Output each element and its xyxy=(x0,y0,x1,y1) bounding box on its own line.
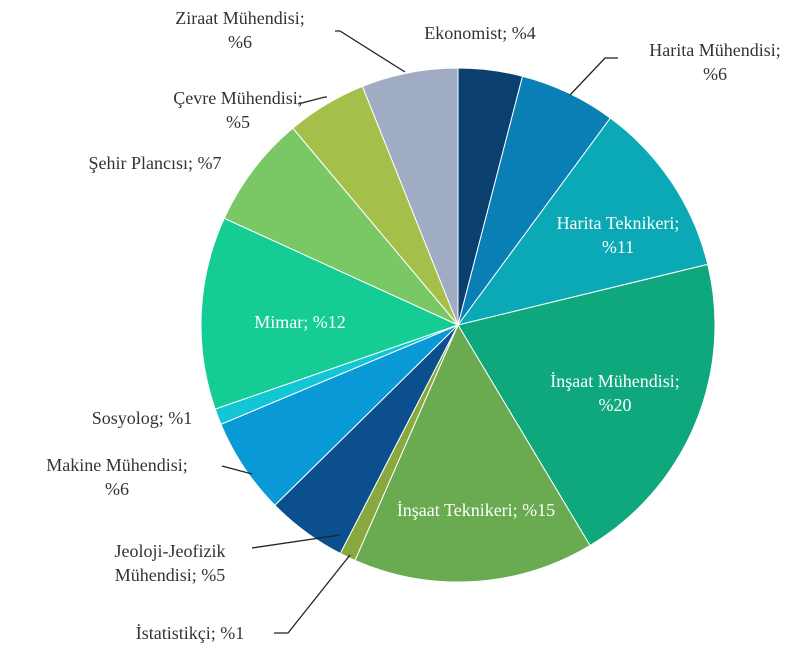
data-label: İnşaat Teknikeri; %15 xyxy=(396,500,556,520)
data-label: İnşaat Mühendisi; %20 xyxy=(550,371,680,415)
data-label: Şehir Plancısı; %7 xyxy=(88,153,222,173)
leader-line xyxy=(274,554,351,634)
leader-line xyxy=(297,96,327,105)
data-label: Çevre Mühendisi; %5 xyxy=(173,88,303,132)
data-label: Harita Mühendisi; %6 xyxy=(649,40,781,84)
data-label: Jeoloji-Jeofizik Mühendisi; %5 xyxy=(114,541,226,585)
leader-line xyxy=(221,465,253,475)
pie-slice xyxy=(456,117,709,326)
data-label: Sosyolog; %1 xyxy=(91,408,193,428)
data-label: İstatistikçi; %1 xyxy=(135,623,245,643)
pie-slice xyxy=(457,263,716,547)
pie-slice xyxy=(354,323,591,583)
leader-line xyxy=(251,534,341,549)
data-label: Harita Teknikeri; %11 xyxy=(556,213,680,257)
pie-slice xyxy=(223,127,459,326)
pie-slice xyxy=(200,217,460,410)
data-label: Ziraat Mühendisi; %6 xyxy=(175,8,305,52)
data-label: Makine Mühendisi; %6 xyxy=(46,455,188,499)
pie-slice xyxy=(361,67,459,326)
data-label: Mimar; %12 xyxy=(254,312,346,332)
leader-line xyxy=(569,57,618,96)
data-label: Ekonomist; %4 xyxy=(424,23,536,43)
leader-line xyxy=(335,30,406,73)
